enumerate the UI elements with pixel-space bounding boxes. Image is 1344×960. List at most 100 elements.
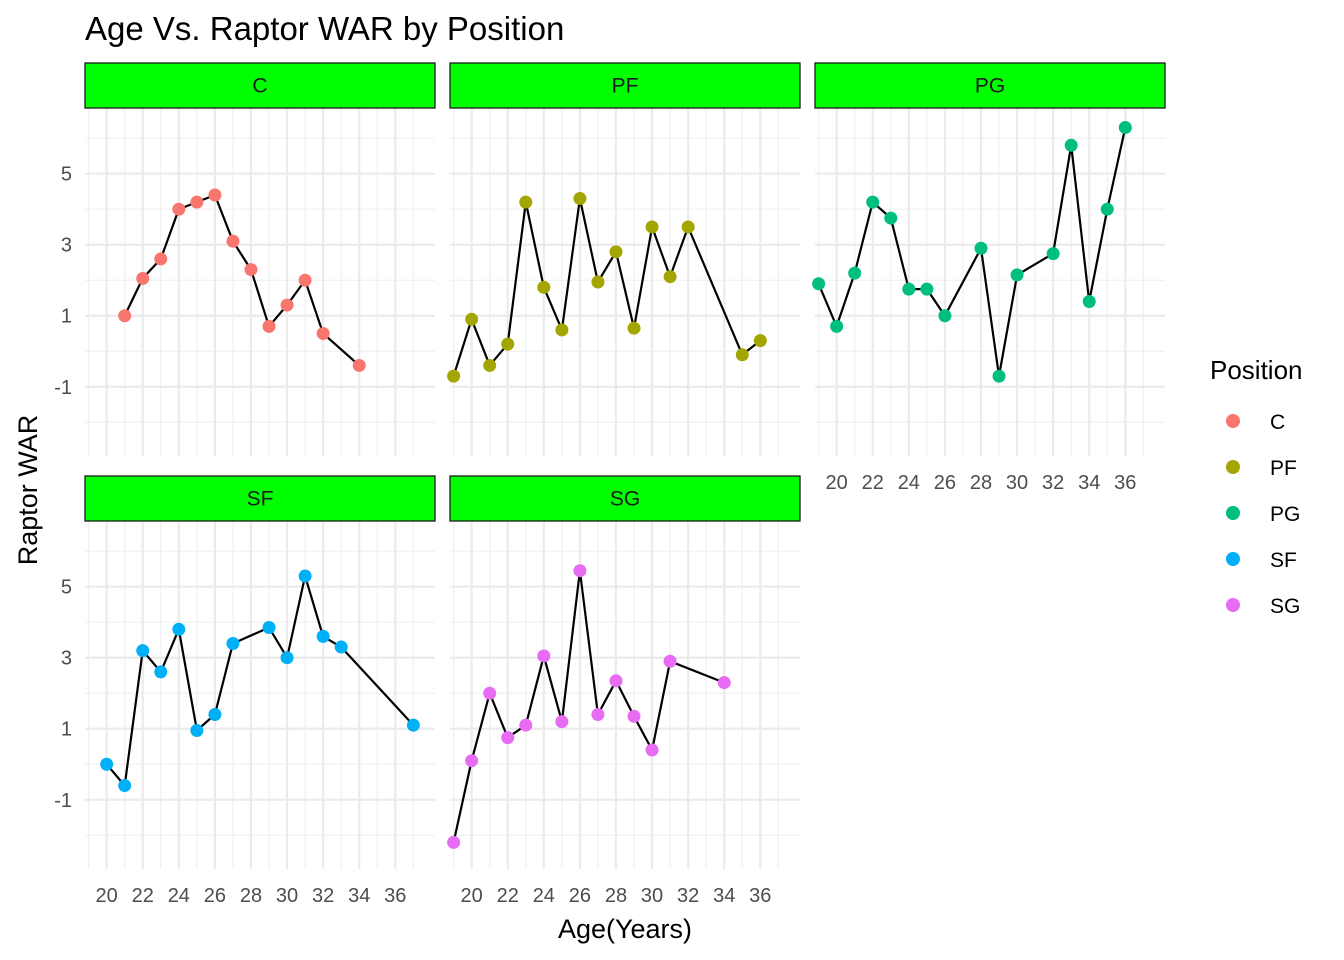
- data-point-sf: [172, 622, 186, 636]
- x-tick-label: 28: [240, 885, 262, 907]
- data-point-pg: [992, 369, 1006, 383]
- x-tick-label: 36: [1114, 472, 1136, 494]
- facet-strip-label: SF: [247, 488, 274, 511]
- data-point-pf: [681, 220, 695, 234]
- x-tick-label: 24: [533, 885, 555, 907]
- x-tick-label: 20: [461, 885, 483, 907]
- data-point-sf: [136, 644, 150, 658]
- x-tick-label: 24: [898, 472, 920, 494]
- data-point-sf: [298, 569, 312, 583]
- facet-strip: [814, 62, 1166, 109]
- data-point-c: [316, 326, 330, 340]
- x-tick-label: 30: [641, 885, 663, 907]
- data-point-c: [262, 319, 276, 333]
- x-axis-title: Age(Years): [558, 914, 692, 944]
- x-tick-label: 22: [862, 472, 884, 494]
- y-tick-label: 5: [61, 577, 72, 599]
- data-point-sf: [154, 665, 168, 679]
- data-point-pf: [465, 312, 479, 326]
- data-point-sg: [645, 743, 659, 757]
- data-point-sf: [316, 629, 330, 643]
- x-tick-label: 30: [276, 885, 298, 907]
- x-tick-label: 24: [168, 885, 190, 907]
- x-tick-label: 20: [826, 472, 848, 494]
- data-point-c: [280, 298, 294, 312]
- data-point-sf: [100, 757, 114, 771]
- legend-key-pf: [1226, 460, 1240, 474]
- data-point-pg: [848, 266, 862, 280]
- data-point-pf: [555, 323, 569, 337]
- data-point-sg: [555, 715, 569, 729]
- data-point-pg: [866, 195, 880, 209]
- x-tick-label: 26: [204, 885, 226, 907]
- data-point-pg: [1046, 247, 1060, 261]
- facet-panel-c: C -1 1 3 5: [54, 62, 436, 456]
- data-point-pf: [537, 280, 551, 294]
- data-point-sg: [519, 718, 533, 732]
- x-tick-label: 36: [384, 885, 406, 907]
- legend-key-pg: [1226, 506, 1240, 520]
- y-tick-label: 5: [61, 164, 72, 186]
- data-point-sf: [118, 779, 132, 793]
- data-point-c: [298, 273, 312, 287]
- data-point-pg: [938, 309, 952, 323]
- data-point-sg: [447, 835, 461, 849]
- facet-panel-sf: SF -1 1 3 5 20 22 24 26 28 30 32 34 36: [54, 475, 436, 907]
- facet-strip: [84, 475, 436, 522]
- data-point-c: [136, 271, 150, 285]
- facet-strip-label: SG: [610, 488, 640, 511]
- series-line-pg: [817, 127, 1127, 377]
- facet-strip: [449, 475, 801, 522]
- y-tick-label: 1: [61, 719, 72, 741]
- data-point-sg: [465, 754, 479, 768]
- facet-strip-label: PG: [975, 75, 1005, 98]
- data-point-sg: [591, 708, 605, 722]
- series-line-pf: [452, 198, 761, 377]
- data-point-sf: [190, 724, 204, 738]
- y-tick-label: -1: [54, 377, 72, 399]
- data-point-pf: [753, 334, 767, 348]
- data-point-pf: [591, 275, 605, 289]
- data-point-pg: [812, 277, 826, 291]
- data-point-sg: [609, 674, 623, 688]
- data-point-pg: [1082, 295, 1096, 309]
- x-tick-label: 26: [569, 885, 591, 907]
- x-tick-label: 28: [970, 472, 992, 494]
- y-tick-label: 3: [61, 648, 72, 670]
- data-point-pg: [1010, 268, 1024, 282]
- x-tick-label: 26: [934, 472, 956, 494]
- x-tick-label: 32: [1042, 472, 1064, 494]
- data-point-sf: [208, 708, 222, 722]
- data-point-sg: [663, 654, 677, 668]
- data-point-pg: [1100, 202, 1114, 216]
- x-tick-label: 20: [96, 885, 118, 907]
- facet-panel-sg: SG 20 22 24 26 28 30 32 34 36: [447, 475, 801, 907]
- x-tick-label: 28: [605, 885, 627, 907]
- data-point-pg: [902, 282, 916, 296]
- legend-key-sg: [1226, 598, 1240, 612]
- data-point-sf: [406, 718, 420, 732]
- facet-panel-pg: PG 20 22 24 26 28 30 32 34 36: [812, 62, 1166, 494]
- data-point-c: [208, 188, 222, 202]
- data-point-pf: [519, 195, 533, 209]
- data-point-pg: [920, 282, 934, 296]
- data-point-pg: [1064, 138, 1078, 152]
- legend-label: SF: [1270, 549, 1297, 572]
- facet-panels: C -1 1 3 5 PF PG 20 22 24 26 28 30 32 34 36 SF -1 1 3 5 20 22 2…: [54, 62, 1166, 907]
- data-point-sg: [573, 564, 587, 578]
- data-point-pg: [974, 241, 988, 255]
- data-point-pf: [645, 220, 659, 234]
- data-point-pf: [483, 358, 497, 372]
- y-tick-label: 3: [61, 235, 72, 257]
- facet-panel-pf: PF: [447, 62, 801, 456]
- x-tick-label: 36: [749, 885, 771, 907]
- x-tick-label: 22: [132, 885, 154, 907]
- y-axis-title: Raptor WAR: [13, 415, 43, 566]
- data-point-pf: [735, 348, 749, 362]
- data-point-sf: [334, 640, 348, 654]
- series-line-sf: [105, 571, 415, 789]
- data-point-c: [352, 358, 366, 372]
- legend-key-c: [1226, 414, 1240, 428]
- x-tick-label: 32: [677, 885, 699, 907]
- data-point-sg: [627, 709, 641, 723]
